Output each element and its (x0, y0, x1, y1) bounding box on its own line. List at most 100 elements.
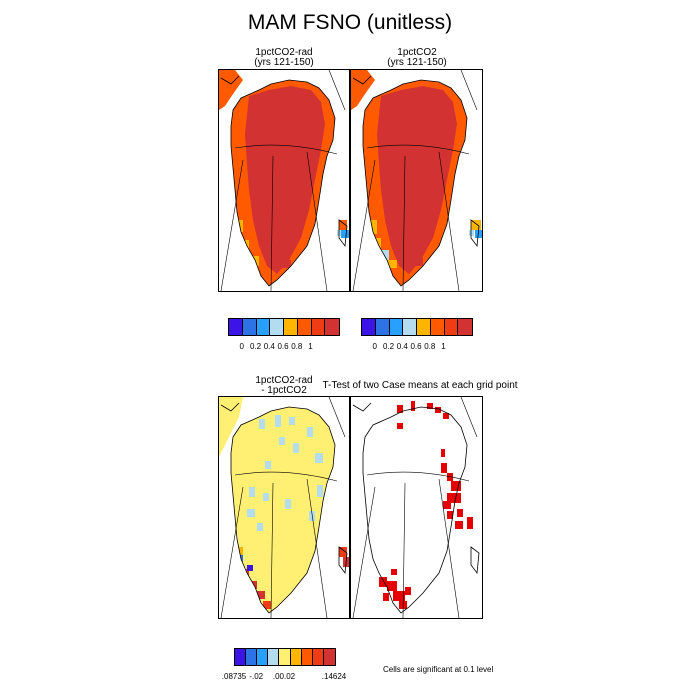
colorbar-swatch (362, 319, 376, 335)
diff-cell (247, 565, 253, 571)
map-1-svg (219, 70, 349, 291)
colorbar-swatch (246, 649, 258, 665)
snow-cell (387, 260, 397, 268)
colorbar-swatch (229, 319, 243, 335)
colorbar-swatch (279, 649, 291, 665)
colorbar-label: 0 (372, 342, 377, 351)
diff-field (231, 407, 335, 613)
significant-cell (451, 481, 461, 491)
map-panel-2 (350, 69, 483, 292)
map-panel-4 (350, 396, 483, 619)
significant-cell (387, 581, 397, 591)
colorbar-swatch (375, 319, 390, 335)
colorbar-label: 0 (239, 342, 244, 351)
snow-cell (341, 230, 349, 238)
significant-cell (441, 449, 445, 457)
significant-cell (443, 501, 451, 509)
colorbar-swatch (301, 649, 313, 665)
snow-cell (369, 220, 377, 234)
significant-cell (467, 517, 473, 529)
colorbar-labels-difference: .08735 -.02 .00.02 .14624 (222, 672, 346, 682)
panel-title-2-line1: 1pctCO2 (397, 47, 437, 58)
map-1-fields (219, 70, 349, 286)
figure-title: MAM FSNO (unitless) (247, 11, 453, 34)
colorbar-swatch (311, 319, 326, 335)
colorbar-swatch (403, 319, 417, 335)
snow-cell (469, 230, 474, 236)
significant-cell (391, 569, 397, 575)
snow-cell (279, 260, 291, 268)
diff-cell (339, 547, 347, 557)
panel-title-1-line2: (yrs 121-150) (254, 57, 314, 68)
map-panel-3 (218, 396, 350, 619)
significant-cell (397, 405, 403, 413)
diff-cell (263, 493, 269, 501)
colorbar-label: -.02 (249, 672, 264, 681)
significant-cell (447, 493, 461, 503)
colorbar-difference (234, 648, 336, 666)
diff-cell (275, 415, 281, 427)
snow-interior (245, 86, 325, 274)
colorbar-label: 0.6 (410, 342, 422, 351)
colorbar-swatch (312, 649, 324, 665)
colorbar-label: 1 (441, 342, 446, 351)
panel-title-4-line1: T-Test of two Case means at each grid po… (322, 380, 518, 391)
colorbar-swatch (297, 319, 312, 335)
ocean (239, 70, 349, 92)
colorbar-swatch (444, 319, 459, 335)
colorbar-label: .02 (283, 672, 296, 681)
colorbar-label: 0.4 (396, 342, 408, 351)
significant-cell (447, 473, 453, 481)
colorbar-label: 0.8 (291, 342, 303, 351)
colorbar-swatch (242, 319, 257, 335)
colorbar-panel-1 (228, 318, 340, 336)
colorbar-swatch (257, 649, 269, 665)
significant-cell (455, 521, 463, 529)
colorbar-swatch (235, 649, 247, 665)
map-4-svg (352, 397, 480, 618)
snow-cell (413, 258, 423, 266)
colorbar-swatch (389, 319, 404, 335)
colorbar-swatch (270, 319, 284, 335)
colorbar-label: 0.8 (424, 342, 436, 351)
colorbar-swatch (284, 319, 298, 335)
colorbar-swatch (325, 319, 339, 335)
diff-cell (259, 419, 265, 429)
colorbar-label: .00 (272, 672, 284, 681)
diff-cell (257, 523, 263, 531)
diff-cell (249, 487, 255, 497)
map-3-fields (219, 397, 349, 613)
diff-cell (315, 453, 323, 463)
ocean (371, 70, 481, 92)
snow-cell (259, 270, 267, 278)
colorbar-label: 1 (308, 342, 313, 351)
diff-cell (263, 601, 271, 609)
significant-cell (383, 593, 389, 601)
panel-title-2: 1pctCO2 (yrs 121-150) (352, 48, 482, 68)
colorbar-label: 0.2 (249, 342, 262, 351)
colorbar-label: 0.2 (382, 342, 395, 351)
diff-cell (317, 485, 323, 497)
significant-cell (379, 577, 387, 587)
colorbar-swatch (256, 319, 271, 335)
snow-cell (381, 250, 389, 260)
diff-cell (247, 509, 255, 517)
map-2-svg (351, 70, 482, 291)
panel-title-2-line2: (yrs 121-150) (387, 57, 447, 68)
snow-interior (377, 86, 457, 274)
significant-cell (411, 401, 415, 411)
significant-cell (427, 403, 433, 409)
greenland-coastline-4 (352, 402, 480, 614)
colorbar-swatch (430, 319, 445, 335)
map-3-svg (219, 397, 349, 618)
significant-cell (457, 509, 463, 517)
significant-cell (441, 463, 447, 473)
significant-cell (393, 591, 405, 601)
significant-cell (443, 413, 449, 419)
map-panel-1 (218, 69, 350, 292)
colorbar-swatch (290, 649, 302, 665)
diff-cell (265, 461, 271, 469)
colorbar-panel-2 (361, 318, 473, 336)
snow-cell (339, 220, 347, 230)
panel-title-3-line2: - 1pctCO2 (261, 385, 307, 396)
